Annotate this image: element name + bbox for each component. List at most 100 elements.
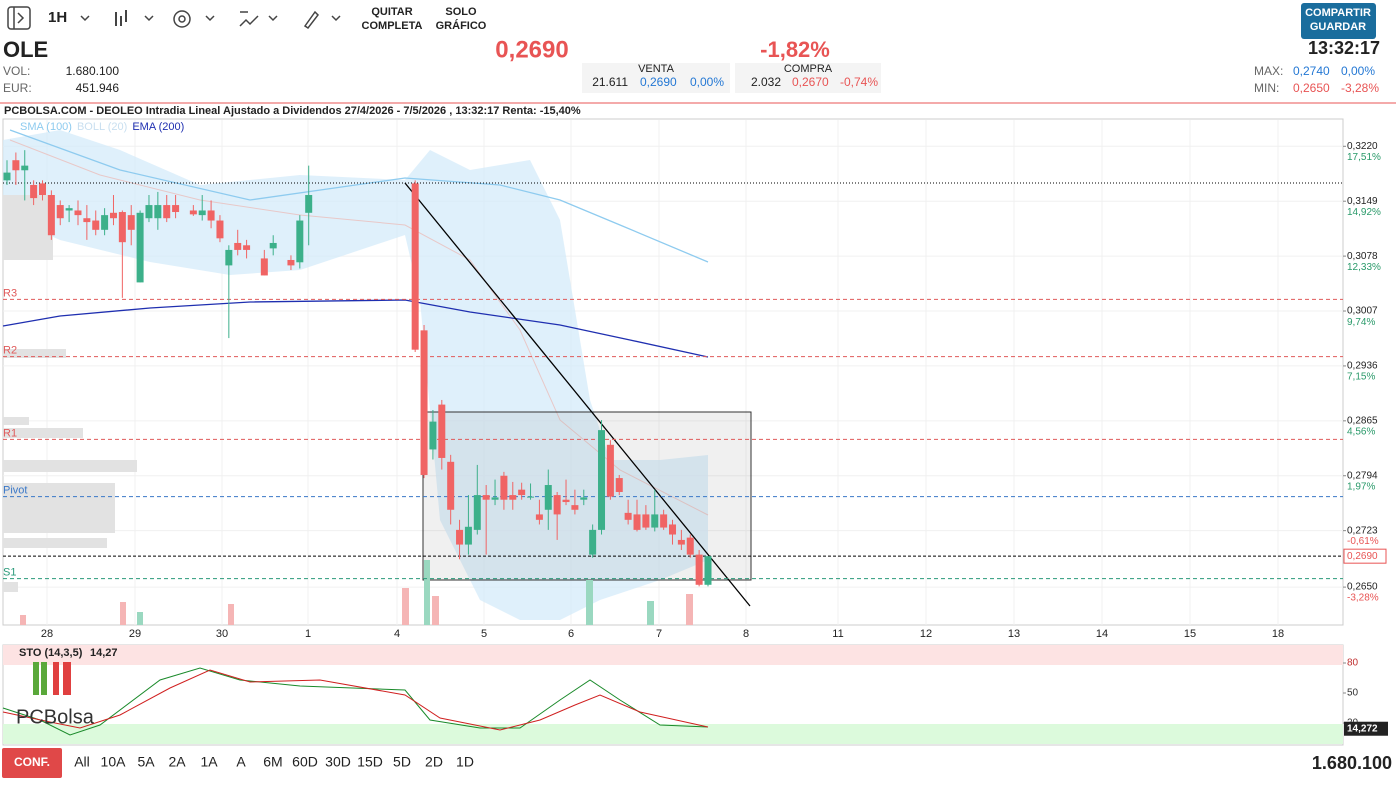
last-price-label: 0,2690	[1347, 551, 1378, 562]
level-label: Pivot	[3, 485, 27, 497]
candle-body	[234, 242, 242, 250]
range-button[interactable]: 5D	[393, 754, 411, 770]
sto-value: 14,27	[90, 647, 118, 659]
candle-body	[473, 495, 481, 530]
vol-label: VOL:	[3, 64, 30, 78]
candle-body	[438, 404, 446, 458]
range-button[interactable]: 15D	[357, 754, 383, 770]
y-tick-label: 0,2723	[1347, 525, 1378, 536]
candle-body	[464, 526, 472, 545]
panel-toggle[interactable]	[7, 6, 31, 30]
pencil-icon[interactable]	[303, 10, 319, 30]
candle-body	[642, 514, 650, 528]
chart-only[interactable]: SOLO	[445, 6, 477, 18]
candle-body	[606, 444, 614, 497]
x-tick-label: 29	[129, 628, 141, 640]
x-tick-label: 30	[216, 628, 228, 640]
candles-icon[interactable]	[115, 10, 127, 26]
y-tick-label: 0,3007	[1347, 306, 1378, 317]
vol: 1.680.100	[66, 64, 120, 78]
sell-qty: 21.611	[592, 75, 628, 89]
sto-oversold	[3, 724, 1343, 744]
sto-tick-label: 50	[1347, 688, 1359, 699]
boll-mid	[9, 139, 709, 516]
volume-bars	[20, 588, 693, 625]
level-label: R3	[3, 287, 17, 299]
x-tick-label: 18	[1272, 628, 1284, 640]
y2-tick-label: 4,56%	[1347, 427, 1375, 438]
candle-body	[598, 430, 606, 530]
sell-price: 0,2690	[640, 75, 677, 89]
share-label[interactable]: COMPARTIR	[1305, 7, 1371, 19]
y-tick-label: 0,2650	[1347, 582, 1378, 593]
candle-body	[518, 489, 526, 496]
x-tick-label: 5	[481, 628, 487, 640]
x-tick-label: 8	[743, 628, 749, 640]
remove-full[interactable]: QUITAR	[371, 6, 412, 18]
sto-overbought	[3, 645, 1343, 665]
y-tick-label: 0,2865	[1347, 415, 1378, 426]
range-button[interactable]: A	[236, 754, 246, 770]
time: 13:32:17	[1308, 38, 1380, 58]
legend: SMA (100) BOLL (20) EMA (200)	[20, 121, 184, 133]
candle-body	[420, 330, 428, 475]
buy-change: -0,74%	[840, 75, 878, 89]
x-tick-label: 12	[920, 628, 932, 640]
range-button[interactable]: 1D	[456, 754, 474, 770]
interval[interactable]: 1H	[48, 9, 67, 26]
share-button[interactable]	[1301, 3, 1376, 39]
buy-price: 0,2670	[792, 75, 829, 89]
level-label: S1	[3, 567, 16, 579]
candle-body	[47, 195, 55, 236]
range-button[interactable]: 5A	[137, 754, 155, 770]
min-change: -3,28%	[1341, 81, 1379, 95]
x-tick-label: 1	[305, 628, 311, 640]
y2-tick-label: 1,97%	[1347, 481, 1375, 492]
remove-full[interactable]: COMPLETA	[362, 20, 423, 32]
range-button[interactable]: 30D	[325, 754, 351, 770]
candle-body	[669, 524, 677, 535]
change: -1,82%	[760, 37, 830, 62]
range-button[interactable]: All	[74, 754, 90, 770]
range-button[interactable]: 60D	[292, 754, 318, 770]
price: 0,2690	[495, 36, 568, 63]
config-button[interactable]	[2, 748, 62, 778]
y-tick-label: 0,2936	[1347, 361, 1378, 372]
config-label[interactable]: CONF.	[14, 755, 50, 769]
plot-frame	[2, 118, 1344, 626]
ema-line	[2, 299, 709, 358]
candle-body	[695, 554, 703, 585]
candle-body	[260, 258, 268, 276]
candle-body	[527, 496, 535, 498]
candle-body	[571, 505, 579, 510]
settings-icon[interactable]	[173, 10, 191, 28]
candle-body	[83, 218, 91, 223]
candle-body	[491, 497, 499, 500]
y-tick-label: 0,2794	[1347, 470, 1378, 481]
save-label[interactable]: GUARDAR	[1310, 21, 1366, 33]
candle-body	[633, 514, 641, 530]
range-button[interactable]: 10A	[101, 754, 127, 770]
chart-only[interactable]: GRÁFICO	[436, 19, 487, 32]
sto-tick-label: 80	[1347, 658, 1359, 669]
y-tick-label: 0,3220	[1347, 141, 1378, 152]
range-button[interactable]: 1A	[200, 754, 218, 770]
candle-body	[243, 245, 251, 250]
candle-body	[38, 183, 46, 196]
candle-body	[207, 210, 215, 221]
y-tick-label: 0,3078	[1347, 251, 1378, 262]
draw-icon[interactable]	[239, 11, 259, 27]
eur-label: EUR:	[3, 81, 32, 95]
candle-body	[154, 205, 162, 219]
candle-body	[12, 160, 20, 171]
x-tick-label: 13	[1008, 628, 1020, 640]
candle-body	[535, 514, 543, 520]
y2-tick-label: 14,92%	[1347, 207, 1381, 218]
sell-box	[582, 63, 730, 93]
range-button[interactable]: 2A	[168, 754, 186, 770]
candle-body	[589, 529, 597, 555]
range-button[interactable]: 6M	[263, 754, 282, 770]
range-button[interactable]: 2D	[425, 754, 443, 770]
